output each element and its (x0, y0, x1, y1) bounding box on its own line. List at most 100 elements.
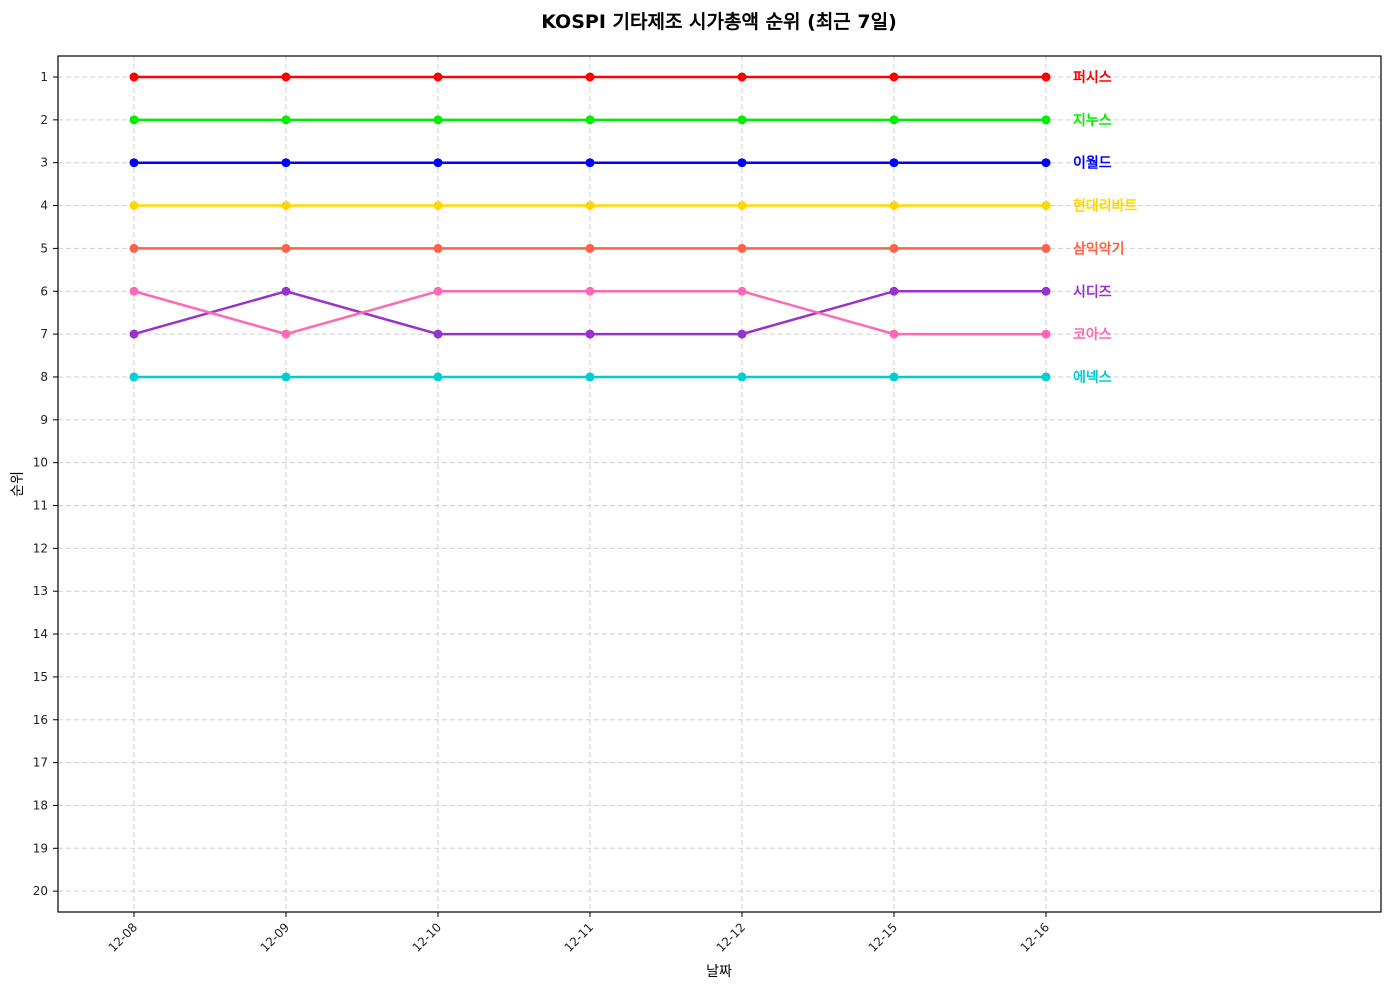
data-point (1041, 72, 1051, 82)
chart-title: KOSPI 기타제조 시가총액 순위 (최근 7일) (541, 11, 897, 33)
data-point (889, 72, 899, 82)
data-point (737, 329, 747, 339)
y-tick-label: 2 (40, 113, 48, 127)
y-tick-label: 13 (33, 584, 48, 598)
grid-lines (58, 56, 1381, 912)
series-label: 에넥스 (1073, 370, 1112, 386)
x-tick-label: 12-09 (258, 920, 293, 955)
data-point (889, 243, 899, 253)
y-tick-label: 20 (33, 884, 48, 898)
x-tick-label: 12-08 (106, 920, 141, 955)
series-lines (129, 72, 1051, 382)
data-point (129, 158, 139, 168)
y-tick-label: 19 (33, 841, 48, 855)
x-axis-label: 날짜 (706, 964, 732, 980)
data-point (889, 286, 899, 296)
data-point (585, 201, 595, 211)
data-point (281, 286, 291, 296)
data-point (737, 158, 747, 168)
data-point (281, 158, 291, 168)
data-point (889, 372, 899, 382)
data-point (281, 372, 291, 382)
data-point (585, 243, 595, 253)
data-point (433, 286, 443, 296)
series-label: 현대리바트 (1073, 199, 1138, 215)
y-tick-label: 18 (33, 798, 48, 812)
data-point (433, 72, 443, 82)
data-point (433, 115, 443, 125)
data-point (1041, 372, 1051, 382)
x-axis-ticks: 12-08 12-09 12-10 12-11 12-12 12-15 12-16 (106, 912, 1053, 955)
x-tick-label: 12-15 (866, 920, 901, 955)
y-tick-label: 15 (33, 670, 48, 684)
data-point (889, 158, 899, 168)
data-point (129, 286, 139, 296)
y-tick-label: 6 (40, 284, 48, 298)
y-tick-label: 5 (40, 241, 48, 255)
data-point (1041, 243, 1051, 253)
data-point (281, 72, 291, 82)
data-point (585, 115, 595, 125)
series-label: 지누스 (1073, 113, 1112, 129)
data-point (889, 201, 899, 211)
data-point (737, 372, 747, 382)
data-point (129, 243, 139, 253)
x-tick-label: 12-16 (1018, 920, 1053, 955)
y-tick-label: 17 (33, 756, 48, 770)
data-point (281, 329, 291, 339)
data-point (737, 286, 747, 296)
series-label: 코아스 (1073, 326, 1112, 343)
data-point (585, 72, 595, 82)
data-point (129, 329, 139, 339)
data-point (281, 243, 291, 253)
data-point (433, 201, 443, 211)
data-point (281, 201, 291, 211)
data-point (281, 115, 291, 125)
series-label: 퍼시스 (1073, 70, 1112, 86)
data-point (1041, 115, 1051, 125)
data-point (129, 372, 139, 382)
plot-frame (57, 55, 1382, 913)
data-point (433, 243, 443, 253)
series-label: 이월드 (1073, 155, 1112, 172)
data-point (1041, 329, 1051, 339)
data-point (585, 286, 595, 296)
data-point (889, 115, 899, 125)
data-point (737, 72, 747, 82)
data-point (737, 115, 747, 125)
y-tick-label: 4 (40, 199, 48, 213)
data-point (889, 329, 899, 339)
data-point (737, 243, 747, 253)
y-tick-label: 12 (33, 541, 48, 555)
y-tick-label: 7 (40, 327, 48, 341)
data-point (1041, 158, 1051, 168)
y-tick-label: 9 (40, 413, 48, 427)
y-axis-label: 순위 (10, 471, 26, 497)
y-tick-label: 16 (33, 713, 48, 727)
data-point (1041, 201, 1051, 211)
data-point (129, 72, 139, 82)
series-label: 삼익악기 (1073, 240, 1125, 257)
data-point (433, 329, 443, 339)
y-tick-label: 14 (33, 627, 48, 641)
y-tick-label: 8 (40, 370, 48, 384)
data-point (129, 115, 139, 125)
data-point (433, 372, 443, 382)
series-label: 시디즈 (1073, 284, 1112, 300)
data-point (585, 158, 595, 168)
data-point (433, 158, 443, 168)
y-tick-label: 3 (40, 156, 48, 170)
data-point (1041, 286, 1051, 296)
data-point (737, 201, 747, 211)
x-tick-label: 12-10 (410, 920, 445, 955)
y-tick-label: 11 (33, 499, 48, 513)
y-tick-label: 1 (40, 70, 48, 84)
data-point (585, 372, 595, 382)
y-tick-label: 10 (33, 456, 48, 470)
x-tick-label: 12-11 (562, 920, 597, 955)
data-point (585, 329, 595, 339)
data-point (129, 201, 139, 211)
